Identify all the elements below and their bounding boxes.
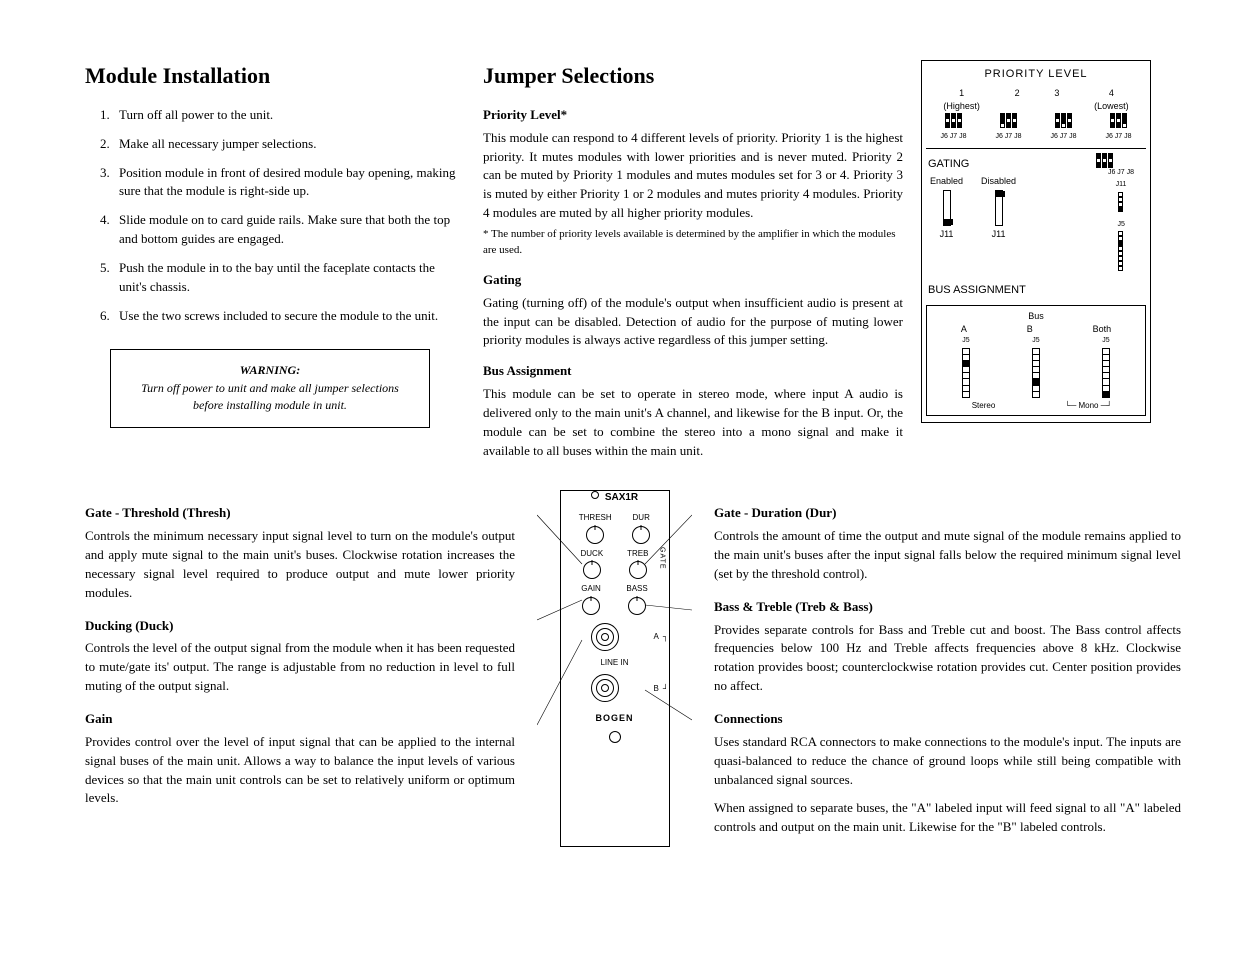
screw-hole-bottom-icon bbox=[609, 731, 621, 743]
brand-label: BOGEN bbox=[561, 712, 669, 725]
page: Module Installation Turn off all power t… bbox=[85, 60, 1150, 847]
step-6: Use the two screws included to secure th… bbox=[113, 307, 465, 326]
warning-body: Turn off power to unit and make all jump… bbox=[131, 380, 409, 415]
thresh-knob-icon bbox=[586, 526, 604, 544]
dur-knob-icon bbox=[632, 526, 650, 544]
bus-columns: A B Both bbox=[931, 323, 1141, 336]
connections-body-2: When assigned to separate buses, the "A"… bbox=[714, 799, 1181, 837]
gating-enabled: Enabled J11 bbox=[930, 175, 963, 241]
threshold-body: Controls the minimum necessary input sig… bbox=[85, 527, 515, 602]
duration-heading: Gate - Duration (Dur) bbox=[714, 504, 1181, 523]
step-2: Make all necessary jumper selections. bbox=[113, 135, 465, 154]
thresh-label: THRESH bbox=[579, 512, 612, 524]
pb-2 bbox=[1000, 113, 1017, 128]
jumper-selections-title: Jumper Selections bbox=[483, 60, 903, 92]
step-3: Position module in front of desired modu… bbox=[113, 164, 465, 202]
screw-hole-icon bbox=[591, 491, 599, 499]
gain-knob-icon bbox=[582, 597, 600, 615]
module-installation-section: Module Installation Turn off all power t… bbox=[85, 60, 465, 460]
priority-footnote: * The number of priority levels availabl… bbox=[483, 227, 903, 259]
priority-jumper-blocks bbox=[926, 113, 1146, 128]
ducking-heading: Ducking (Duck) bbox=[85, 617, 515, 636]
gating-heading: Gating bbox=[483, 271, 903, 290]
bass-treble-heading: Bass & Treble (Treb & Bass) bbox=[714, 598, 1181, 617]
bus-sliders bbox=[931, 348, 1141, 398]
threshold-heading: Gate - Threshold (Thresh) bbox=[85, 504, 515, 523]
panel-header: SAX1R bbox=[561, 491, 669, 506]
bass-knob-icon bbox=[628, 597, 646, 615]
duration-body: Controls the amount of time the output a… bbox=[714, 527, 1181, 584]
treb-knob-icon bbox=[629, 561, 647, 579]
faceplate-panel-wrapper: SAX1R THRESH DUR GATE DUCK TREB GAIN BAS… bbox=[537, 490, 692, 847]
module-installation-title: Module Installation bbox=[85, 60, 465, 92]
pb-1 bbox=[945, 113, 962, 128]
duck-label: DUCK bbox=[580, 548, 603, 560]
b-label: B bbox=[653, 683, 658, 695]
gain-heading: Gain bbox=[85, 710, 515, 729]
warning-box: WARNING: Turn off power to unit and make… bbox=[110, 349, 430, 427]
gate-side-label: GATE bbox=[656, 547, 666, 570]
priority-level-label: PRIORITY LEVEL bbox=[926, 67, 1146, 83]
connections-heading: Connections bbox=[714, 710, 1181, 729]
gain-body: Provides control over the level of input… bbox=[85, 733, 515, 808]
bus-bracket: Stereo └─ Mono ─┘ bbox=[931, 400, 1141, 412]
priority-level-heading: Priority Level* bbox=[483, 106, 903, 125]
pb-3 bbox=[1055, 113, 1072, 128]
treb-label: TREB bbox=[627, 548, 648, 560]
jumper-diagram: PRIORITY LEVEL 1(Highest) 2 3 4(Lowest) … bbox=[921, 60, 1151, 423]
priority-numbers-row: 1(Highest) 2 3 4(Lowest) bbox=[926, 87, 1146, 113]
a-label: A bbox=[653, 631, 658, 643]
pr-2: 2 bbox=[1015, 87, 1020, 113]
j5-strip: J5 bbox=[1118, 220, 1125, 270]
gating-options: Enabled J11 Disabled J11 bbox=[930, 175, 1088, 241]
priority-level-body: This module can respond to 4 different l… bbox=[483, 129, 903, 223]
bus-assignment-body: This module can be set to operate in ste… bbox=[483, 385, 903, 460]
installation-steps: Turn off all power to the unit. Make all… bbox=[85, 106, 465, 326]
connections-body-1: Uses standard RCA connectors to make con… bbox=[714, 733, 1181, 790]
bass-label: BASS bbox=[626, 583, 647, 595]
pb-4 bbox=[1110, 113, 1127, 128]
linein-label: LINE IN bbox=[561, 657, 669, 669]
step-5: Push the module in to the bay until the … bbox=[113, 259, 465, 297]
bus-assignment-label: BUS ASSIGNMENT bbox=[928, 283, 1146, 299]
pr-1: 1(Highest) bbox=[943, 87, 980, 113]
faceplate-panel: SAX1R THRESH DUR GATE DUCK TREB GAIN BAS… bbox=[560, 490, 670, 847]
gating-label: GATING bbox=[928, 157, 1088, 173]
duck-knob-icon bbox=[583, 561, 601, 579]
gating-disabled: Disabled J11 bbox=[981, 175, 1016, 241]
gating-body: Gating (turning off) of the module's out… bbox=[483, 294, 903, 351]
panel-model: SAX1R bbox=[605, 491, 638, 506]
controls-left-column: Gate - Threshold (Thresh) Controls the m… bbox=[85, 490, 515, 847]
jumper-diagram-wrapper: PRIORITY LEVEL 1(Highest) 2 3 4(Lowest) … bbox=[921, 60, 1181, 460]
bass-treble-body: Provides separate controls for Bass and … bbox=[714, 621, 1181, 696]
priority-under-labels: J6 J7 J8 J6 J7 J8 J6 J7 J8 J6 J7 J8 bbox=[926, 132, 1146, 142]
warning-title: WARNING: bbox=[131, 362, 409, 379]
bus-head: Bus bbox=[931, 310, 1141, 323]
dur-label: DUR bbox=[633, 512, 650, 524]
controls-right-column: Gate - Duration (Dur) Controls the amoun… bbox=[714, 490, 1181, 847]
step-4: Slide module on to card guide rails. Mak… bbox=[113, 211, 465, 249]
step-1: Turn off all power to the unit. bbox=[113, 106, 465, 125]
pr-3: 3 bbox=[1054, 87, 1059, 113]
bottom-row: Gate - Threshold (Thresh) Controls the m… bbox=[85, 490, 1181, 847]
rca-a-icon bbox=[591, 623, 619, 651]
gain-label: GAIN bbox=[581, 583, 601, 595]
pr-4: 4(Lowest) bbox=[1094, 87, 1129, 113]
ducking-body: Controls the level of the output signal … bbox=[85, 639, 515, 696]
bus-assignment-box: Bus A B Both J5J5J5 Stereo └─ Mono ─┘ bbox=[926, 305, 1146, 417]
right-jumper-strip: J6 J7 J8 J11 J5 bbox=[1096, 153, 1146, 278]
jumper-selections-section: Jumper Selections Priority Level* This m… bbox=[483, 60, 903, 460]
bus-assignment-heading: Bus Assignment bbox=[483, 362, 903, 381]
rca-b-icon bbox=[591, 674, 619, 702]
